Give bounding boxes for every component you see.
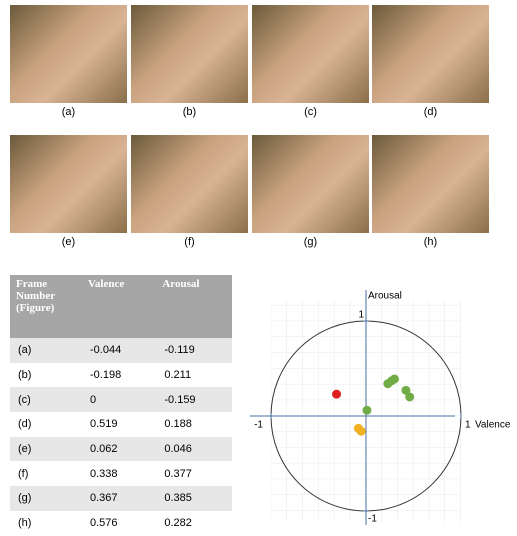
- point: [405, 393, 414, 402]
- point: [362, 406, 371, 415]
- point: [390, 374, 399, 383]
- y-axis-label: Arousal: [368, 291, 402, 302]
- chart: Arousal Valence -1 1 -1 1: [0, 0, 517, 531]
- x-axis-label: Valence: [475, 420, 511, 431]
- page: (a)(b)(c)(d)(e)(f)(g)(h) Frame Number (F…: [0, 0, 517, 531]
- x-tick-label: 1: [465, 420, 471, 431]
- x-tick-label: -1: [254, 420, 263, 431]
- point: [332, 390, 341, 399]
- point: [357, 427, 366, 436]
- y-tick-label: -1: [368, 514, 377, 525]
- y-tick-label: 1: [358, 310, 364, 321]
